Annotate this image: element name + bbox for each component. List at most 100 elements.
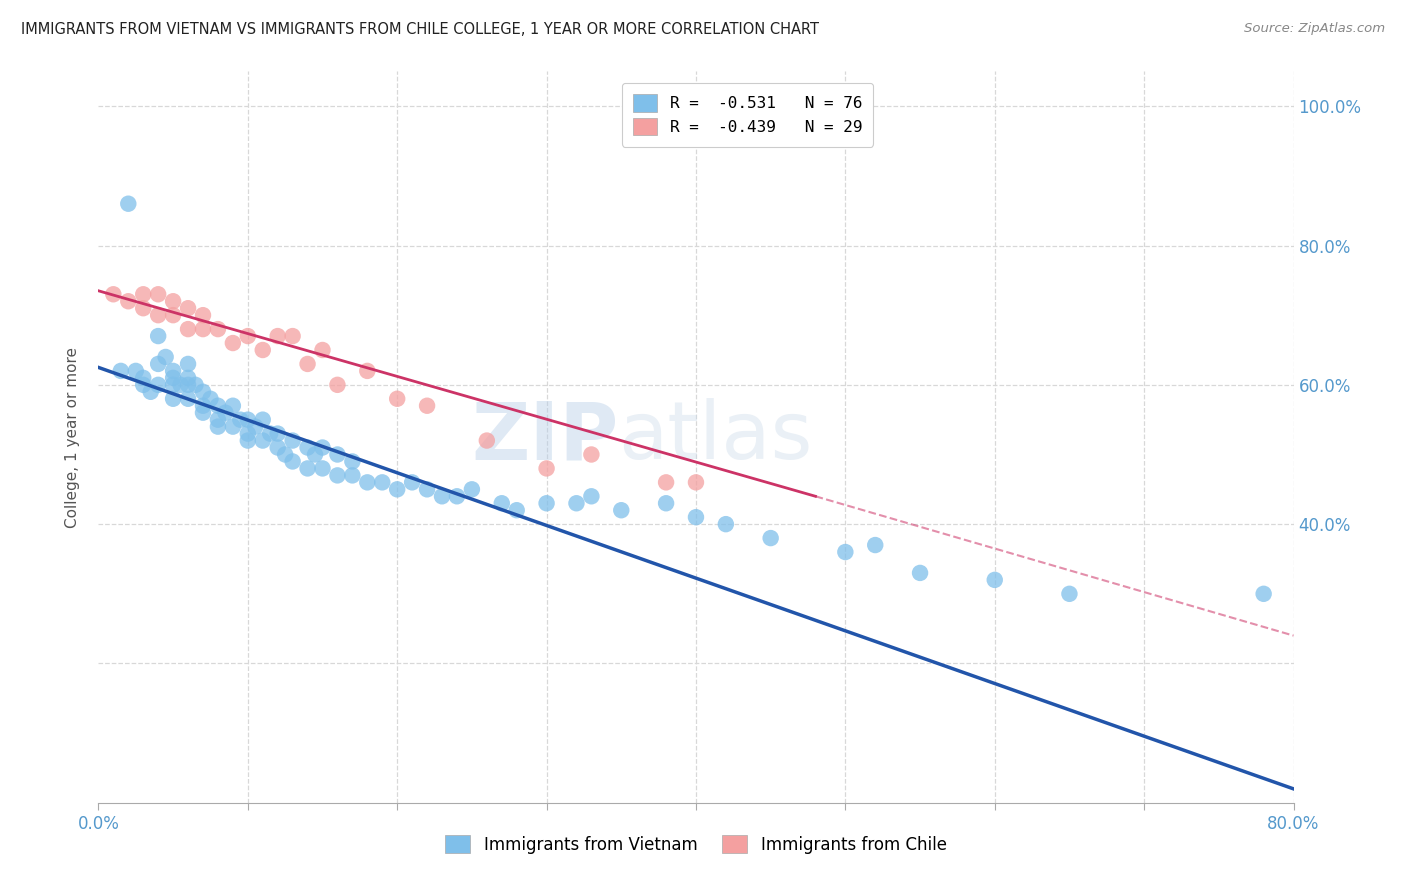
Point [610,503,633,517]
Point [177,392,200,406]
Y-axis label: College, 1 year or more: College, 1 year or more [65,347,80,527]
Point [714,517,737,532]
Point [342,468,364,483]
Point [326,468,349,483]
Point [461,483,484,497]
Point [297,357,319,371]
Point [148,329,170,343]
Point [416,399,439,413]
Point [371,475,394,490]
Point [475,434,498,448]
Point [139,384,162,399]
Point [267,441,290,455]
Point [252,412,274,426]
Point [1059,587,1081,601]
Point [446,489,468,503]
Point [245,419,267,434]
Point [162,364,184,378]
Legend: Immigrants from Vietnam, Immigrants from Chile: Immigrants from Vietnam, Immigrants from… [439,829,953,860]
Point [184,377,207,392]
Point [207,419,229,434]
Point [207,322,229,336]
Point [132,301,155,316]
Text: atlas: atlas [619,398,813,476]
Point [267,329,290,343]
Text: IMMIGRANTS FROM VIETNAM VS IMMIGRANTS FROM CHILE COLLEGE, 1 YEAR OR MORE CORRELA: IMMIGRANTS FROM VIETNAM VS IMMIGRANTS FR… [21,22,820,37]
Point [207,412,229,426]
Point [304,448,326,462]
Point [132,377,155,392]
Point [430,489,453,503]
Point [252,434,274,448]
Point [132,371,155,385]
Point [177,357,200,371]
Point [117,196,139,211]
Point [177,301,200,316]
Point [1253,587,1275,601]
Point [148,287,170,301]
Point [259,426,281,441]
Point [191,384,214,399]
Point [908,566,931,580]
Point [655,496,678,510]
Point [565,496,588,510]
Point [110,364,132,378]
Point [506,503,529,517]
Point [581,489,603,503]
Point [148,377,170,392]
Point [536,496,558,510]
Point [162,392,184,406]
Point [655,475,678,490]
Point [311,343,333,357]
Point [581,448,603,462]
Point [117,294,139,309]
Point [274,448,297,462]
Point [536,461,558,475]
Point [491,496,513,510]
Point [191,308,214,322]
Point [834,545,856,559]
Point [236,434,259,448]
Point [281,329,304,343]
Point [385,483,409,497]
Point [342,454,364,468]
Point [267,426,290,441]
Text: ZIP: ZIP [471,398,619,476]
Point [297,441,319,455]
Point [177,377,200,392]
Point [162,308,184,322]
Point [148,308,170,322]
Point [103,287,125,301]
Point [326,377,349,392]
Point [685,475,707,490]
Point [162,371,184,385]
Point [162,294,184,309]
Point [685,510,707,524]
Point [191,322,214,336]
Point [865,538,887,552]
Point [222,399,245,413]
Point [236,426,259,441]
Point [214,406,236,420]
Point [132,287,155,301]
Point [191,406,214,420]
Point [200,392,222,406]
Point [984,573,1007,587]
Point [222,419,245,434]
Point [162,377,184,392]
Point [236,412,259,426]
Point [416,483,439,497]
Point [311,461,333,475]
Point [191,399,214,413]
Point [385,392,409,406]
Point [281,434,304,448]
Point [252,343,274,357]
Point [356,364,378,378]
Point [759,531,782,545]
Point [222,336,245,351]
Point [169,377,191,392]
Point [177,371,200,385]
Point [236,329,259,343]
Point [297,461,319,475]
Text: Source: ZipAtlas.com: Source: ZipAtlas.com [1244,22,1385,36]
